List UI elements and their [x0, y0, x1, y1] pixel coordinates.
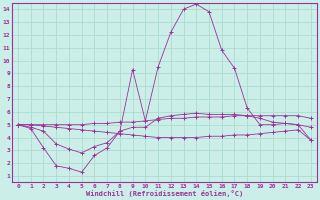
X-axis label: Windchill (Refroidissement éolien,°C): Windchill (Refroidissement éolien,°C)	[86, 190, 243, 197]
